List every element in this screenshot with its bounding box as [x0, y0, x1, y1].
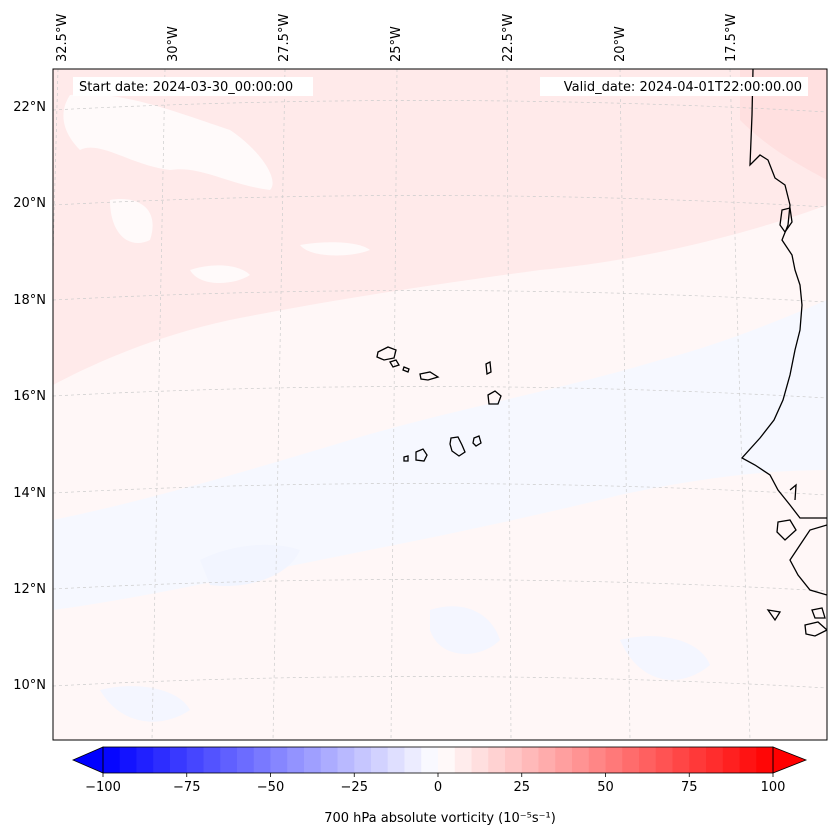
lat-label: 14°N [13, 486, 46, 501]
lat-label: 18°N [13, 293, 46, 308]
colorbar-segment [304, 747, 322, 773]
colorbar-segment [739, 747, 757, 773]
lon-label: 30°W [166, 26, 181, 62]
colorbar-segment [639, 747, 657, 773]
latitude-labels: 22°N 20°N 18°N 16°N 14°N 12°N 10°N [13, 100, 46, 693]
colorbar-segment [689, 747, 707, 773]
map-frame [52, 68, 828, 741]
colorbar-high-extension [772, 746, 808, 774]
colorbar-tick-label: −100 [85, 780, 121, 795]
lat-label: 16°N [13, 389, 46, 404]
valid-date-box [540, 77, 808, 96]
colorbar-segment [337, 747, 355, 773]
colorbar-segment [287, 747, 305, 773]
colorbar-segment [706, 747, 724, 773]
colorbar-segment [119, 747, 137, 773]
lon-label: 32.5°W [55, 14, 70, 62]
colorbar-segment [371, 747, 389, 773]
lon-label: 17.5°W [724, 14, 739, 62]
colorbar-segment [136, 747, 154, 773]
lat-label: 10°N [13, 678, 46, 693]
colorbar-segment [387, 747, 405, 773]
longitude-labels: 32.5°W 30°W 27.5°W 25°W 22.5°W 20°W 17.5… [55, 14, 739, 62]
colorbar-segment [471, 747, 489, 773]
valid-date-text: Valid_date: 2024-04-01T22:00:00.00 [564, 80, 802, 95]
colorbar-label: 700 hPa absolute vorticity (10⁻⁵s⁻¹) [324, 811, 556, 826]
colorbar-segment [170, 747, 188, 773]
colorbar: −100 −75 −50 −25 0 25 50 75 100 700 hPa absolute… [71, 746, 808, 826]
lon-label: 22.5°W [501, 14, 516, 62]
colorbar-segment [421, 747, 439, 773]
colorbar-segment [203, 747, 221, 773]
coastline [376, 69, 827, 637]
colorbar-segment [454, 747, 472, 773]
colorbar-segment [538, 747, 556, 773]
colorbar-segment [521, 747, 539, 773]
colorbar-segment [722, 747, 740, 773]
graticule [53, 69, 827, 740]
lat-label: 12°N [13, 582, 46, 597]
colorbar-tick-label: −25 [341, 780, 368, 795]
colorbar-segment [655, 747, 673, 773]
colorbar-segment [320, 747, 338, 773]
colorbar-segment [253, 747, 271, 773]
colorbar-segment [555, 747, 573, 773]
colorbar-tick-label: 75 [681, 780, 698, 795]
lon-label: 20°W [613, 26, 628, 62]
colorbar-segment [270, 747, 288, 773]
colorbar-tick-label: 50 [597, 780, 614, 795]
colorbar-segment [103, 747, 121, 773]
colorbar-segment [438, 747, 456, 773]
colorbar-segment [354, 747, 372, 773]
colorbar-segment [505, 747, 523, 773]
lon-label: 27.5°W [277, 14, 292, 62]
start-date-text: Start date: 2024-03-30_00:00:00 [79, 80, 293, 95]
colorbar-segment [622, 747, 640, 773]
lat-label: 20°N [13, 196, 46, 211]
lon-label: 25°W [389, 26, 404, 62]
colorbar-segment [404, 747, 422, 773]
colorbar-segment [153, 747, 171, 773]
start-date-box [73, 77, 313, 96]
colorbar-ticks: −100 −75 −50 −25 0 25 50 75 100 [85, 773, 785, 795]
colorbar-segment [672, 747, 690, 773]
colorbar-tick-label: −75 [173, 780, 200, 795]
vorticity-field [53, 69, 827, 740]
colorbar-low-extension [71, 746, 104, 774]
colorbar-segments [103, 747, 774, 773]
colorbar-segment [186, 747, 204, 773]
colorbar-segment [237, 747, 255, 773]
colorbar-segment [756, 747, 774, 773]
colorbar-tick-label: 100 [761, 780, 786, 795]
colorbar-tick-label: 0 [434, 780, 442, 795]
colorbar-segment [588, 747, 606, 773]
lat-label: 22°N [13, 100, 46, 115]
colorbar-segment [488, 747, 506, 773]
colorbar-tick-label: −50 [257, 780, 284, 795]
colorbar-segment [605, 747, 623, 773]
colorbar-segment [572, 747, 590, 773]
colorbar-tick-label: 25 [513, 780, 530, 795]
colorbar-segment [220, 747, 238, 773]
